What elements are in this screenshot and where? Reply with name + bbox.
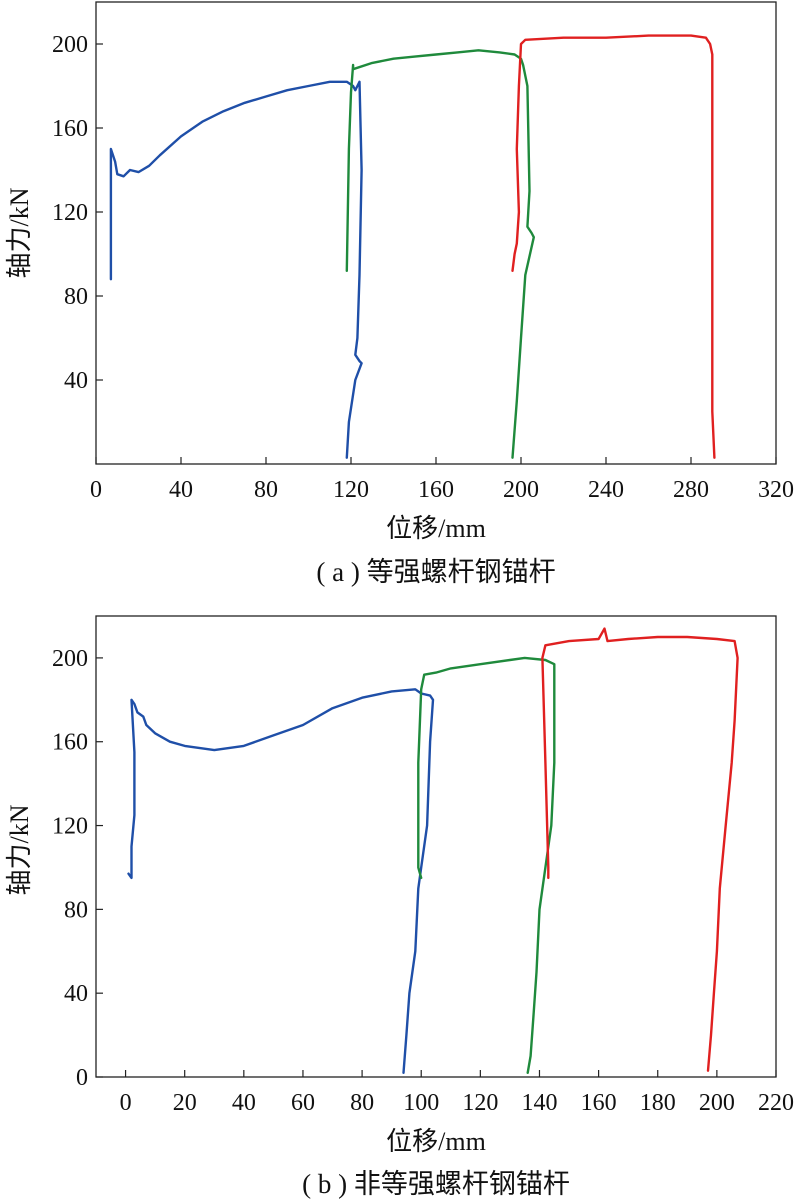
chart-b-x-tick-label: 120 [462,1090,498,1116]
chart-a-x-tick-label: 280 [673,477,709,503]
chart-b-y-tick-label: 160 [52,730,88,756]
chart-b-y-tick-label: 0 [76,1065,88,1091]
chart-b-x-tick-label: 60 [291,1090,315,1116]
chart-b-y-axis-title: 轴力/kN [5,804,34,895]
chart-a-series-line-blue [109,80,363,459]
chart-b-series-line-blue [127,688,435,1075]
chart-b-x-tick-label: 40 [232,1090,256,1116]
chart-a-y-axis-title: 轴力/kN [5,187,34,278]
chart-b-y-tick-label: 40 [64,981,88,1007]
chart-b-caption: ( b ) 非等强螺杆钢锚杆 [302,1169,570,1199]
chart-a-x-tick-label: 320 [758,477,794,503]
chart-a-x-tick-label: 160 [418,477,454,503]
chart-a-y-tick-label: 160 [52,116,88,142]
chart-b-y-ticks: 0 40 80 120 160 200 [52,646,103,1091]
chart-a-y-tick-label: 80 [64,284,88,310]
chart-a-x-tick-label: 240 [588,477,624,503]
chart-b-x-tick-label: 200 [699,1090,735,1116]
chart-a-series-line-red [511,34,716,459]
chart-b-x-tick-label: 140 [521,1090,557,1116]
chart-a-x-tick-label: 80 [254,477,278,503]
chart-b-x-axis-title: 位移/mm [386,1127,486,1156]
chart-b-y-tick-label: 120 [52,814,88,840]
chart-b-x-tick-label: 160 [581,1090,617,1116]
chart-b-series-line-green [417,656,556,1075]
chart-b-x-tick-label: 100 [403,1090,439,1116]
chart-b-x-ticks: 0 20 40 60 80 100 120 140 160 180 200 220 [120,1070,794,1116]
chart-a-x-tick-label: 40 [169,477,193,503]
chart-b-series-line-red [541,627,739,1072]
chart-a-series [109,34,716,459]
chart-a: 0 40 80 120 160 200 240 280 320 40 80 120 160 200 位移… [5,1,794,587]
chart-a-x-axis-title: 位移/mm [386,514,486,543]
chart-a-y-tick-label: 200 [52,32,88,58]
chart-b-y-tick-label: 200 [52,646,88,672]
chart-a-frame [95,1,777,465]
chart-b-x-tick-label: 0 [120,1090,132,1116]
chart-b-series [127,627,739,1075]
chart-a-x-tick-label: 200 [503,477,539,503]
chart-a-caption: ( a ) 等强螺杆钢锚杆 [316,557,555,587]
chart-a-series-line-green [345,49,535,459]
chart-a-y-tick-label: 40 [64,368,88,394]
chart-b-x-tick-label: 20 [173,1090,197,1116]
chart-a-x-ticks: 0 40 80 120 160 200 240 280 320 [90,457,794,503]
chart-b-y-tick-label: 80 [64,897,88,923]
chart-a-y-ticks: 40 80 120 160 200 [52,32,103,394]
chart-b: 0 20 40 60 80 100 120 140 160 180 200 220 0 40 80 120 1… [5,615,794,1199]
chart-b-x-tick-label: 220 [758,1090,794,1116]
chart-b-frame [95,615,777,1078]
chart-a-x-tick-label: 0 [90,477,102,503]
chart-b-x-tick-label: 180 [640,1090,676,1116]
chart-b-x-tick-label: 80 [350,1090,374,1116]
chart-a-y-tick-label: 120 [52,200,88,226]
chart-a-x-tick-label: 120 [333,477,369,503]
